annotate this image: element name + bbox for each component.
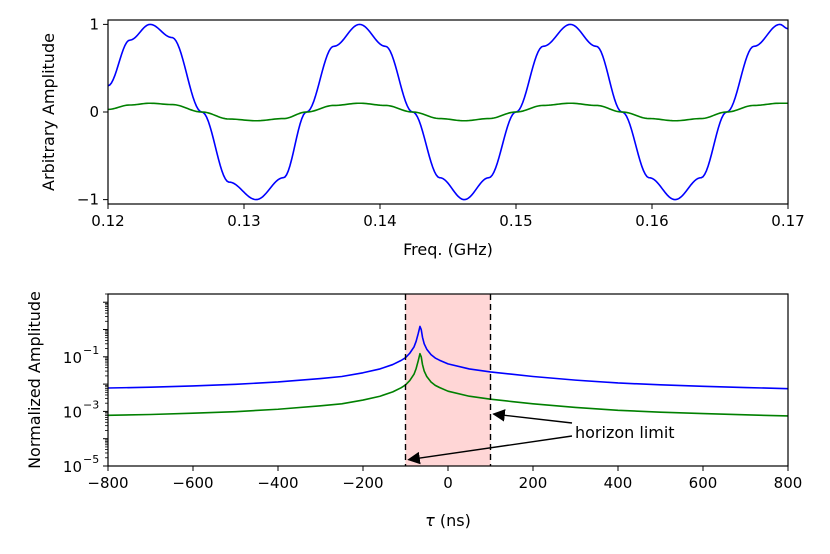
bottom-y-tick-exponent: −1	[83, 344, 99, 357]
top-x-tick-label: 0.12	[91, 212, 124, 230]
bottom-x-axis-label: τ (ns)	[425, 511, 471, 530]
top-x-ticks: 0.12 0.13 0.14 0.15 0.16 0.17	[91, 204, 805, 230]
horizon-limit-label: horizon limit	[575, 423, 675, 442]
bottom-y-tick-label: 10	[63, 403, 82, 421]
bottom-panel: −800 −600 −400 −200 0 200 400 600 800 10−510−310…	[25, 291, 802, 530]
bottom-x-ticks: −800 −600 −400 −200 0 200 400 600 800	[87, 466, 802, 492]
top-series-blue	[107, 23, 789, 201]
bottom-y-ticks: 10−510−310−1	[63, 293, 108, 476]
bottom-series-group	[107, 325, 789, 417]
bottom-x-tick-label: 0	[443, 474, 453, 492]
bottom-series-green	[107, 352, 789, 417]
top-y-ticks: −1 0 1	[77, 15, 108, 209]
bottom-x-tick-label: 200	[519, 474, 548, 492]
top-series-group	[107, 23, 789, 201]
top-y-tick-label: −1	[77, 191, 99, 209]
bottom-x-tick-label: −200	[342, 474, 383, 492]
bottom-x-tick-label: 400	[604, 474, 633, 492]
annotation-arrow-right	[492, 409, 573, 424]
bottom-x-tick-label: −800	[87, 474, 128, 492]
bottom-y-tick-label: 10	[63, 458, 82, 476]
top-panel: 0.12 0.13 0.14 0.15 0.16 0.17 −1 0 1 Freq. (GHz…	[39, 15, 805, 259]
bottom-y-tick-exponent: −3	[83, 398, 99, 411]
top-x-axis-label: Freq. (GHz)	[403, 240, 493, 259]
top-x-tick-label: 0.14	[363, 212, 396, 230]
top-x-tick-label: 0.13	[227, 212, 260, 230]
tau-unit: (ns)	[440, 511, 471, 530]
bottom-y-tick-label: 10	[63, 349, 82, 367]
top-plot-background	[108, 20, 788, 204]
top-y-tick-label: 0	[89, 103, 99, 121]
annotation-arrow-left	[407, 435, 573, 465]
top-x-tick-label: 0.15	[499, 212, 532, 230]
bottom-x-tick-label: −600	[172, 474, 213, 492]
top-x-tick-label: 0.17	[771, 212, 804, 230]
top-x-tick-label: 0.16	[635, 212, 668, 230]
bottom-x-tick-label: −400	[257, 474, 298, 492]
top-series-green	[107, 102, 788, 122]
horizon-annotation: horizon limit	[407, 409, 675, 465]
bottom-series-blue	[107, 325, 789, 390]
bottom-x-tick-label: 800	[774, 474, 803, 492]
bottom-x-tick-label: 600	[689, 474, 718, 492]
top-y-axis-label: Arbitrary Amplitude	[39, 33, 58, 191]
top-y-tick-label: 1	[89, 15, 99, 33]
bottom-y-tick-exponent: −5	[83, 453, 99, 466]
horizon-shaded-region	[405, 294, 491, 466]
bottom-y-axis-label: Normalized Amplitude	[25, 291, 44, 469]
tau-symbol: τ	[425, 511, 435, 530]
